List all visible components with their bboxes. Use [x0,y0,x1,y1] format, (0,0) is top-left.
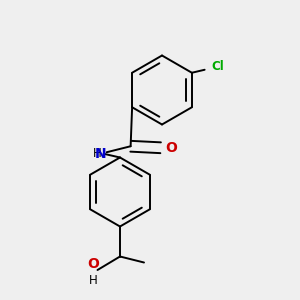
Text: O: O [165,141,177,155]
Text: H: H [93,147,102,160]
Text: N: N [94,147,106,161]
Text: Cl: Cl [211,60,224,73]
Text: O: O [87,256,99,271]
Text: H: H [88,274,98,287]
